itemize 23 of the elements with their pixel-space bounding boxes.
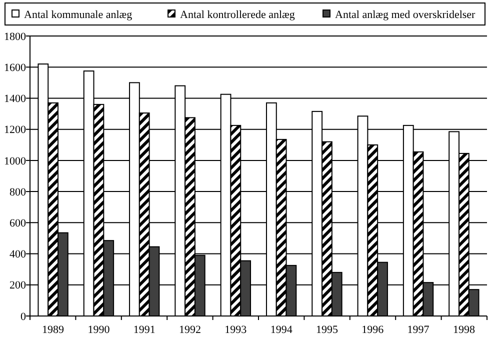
y-tick-label: 800	[10, 186, 26, 198]
y-tick-label: 200	[10, 280, 26, 292]
x-tick-label: 1990	[88, 324, 110, 336]
y-tick-label: 1000	[4, 155, 26, 168]
x-tick-label: 1997	[407, 324, 430, 336]
x-tick-label: 1996	[362, 324, 384, 336]
y-tick-label: 600	[10, 218, 26, 230]
legend-label: Antal anlæg med overskridelser	[335, 9, 476, 21]
legend-label: Antal kommunale anlæg	[24, 9, 133, 21]
x-tick-label: 1994	[270, 324, 293, 336]
y-tick-label: 1600	[4, 62, 26, 74]
x-tick-label: 1989	[42, 324, 65, 336]
y-tick-label: 0	[20, 310, 26, 323]
y-tick-label: 1800	[4, 30, 26, 43]
x-tick-label: 1993	[224, 324, 248, 336]
y-tick-label: 1200	[4, 124, 26, 136]
y-tick-label: 400	[10, 248, 26, 261]
x-tick-label: 1998	[452, 324, 476, 336]
x-tick-label: 1991	[133, 324, 156, 336]
x-tick-label: 1995	[316, 324, 338, 336]
y-tick-label: 1400	[4, 93, 26, 106]
x-tick-label: 1992	[179, 324, 202, 336]
legend-label: Antal kontrollerede anlæg	[180, 9, 296, 21]
